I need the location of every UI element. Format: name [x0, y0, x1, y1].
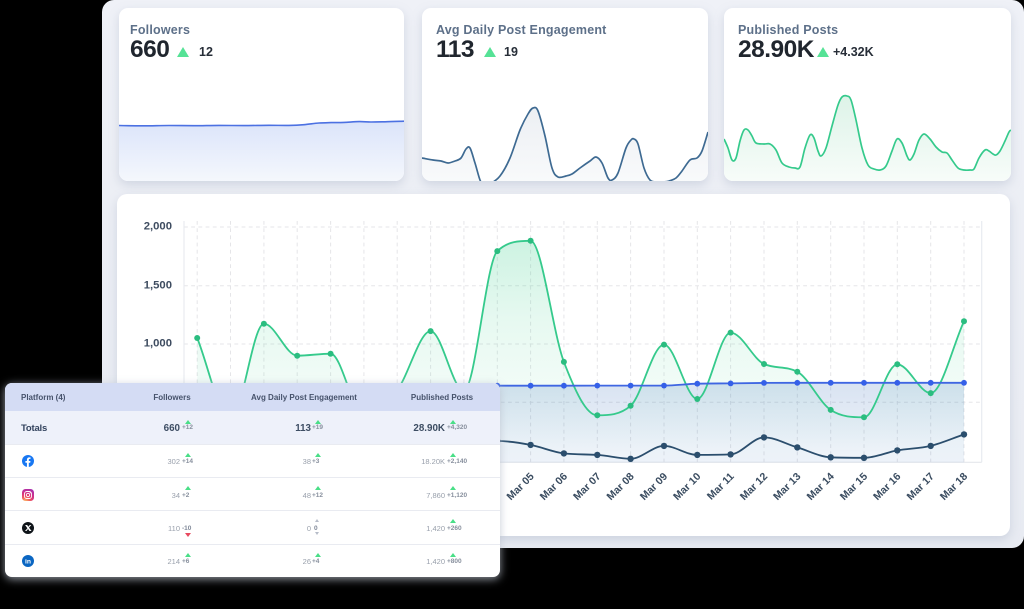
svg-text:Mar 18: Mar 18 — [938, 471, 970, 503]
svg-text:Mar 13: Mar 13 — [771, 471, 803, 503]
svg-text:1,500: 1,500 — [144, 279, 172, 291]
svg-text:Mar 11: Mar 11 — [705, 471, 737, 503]
svg-text:Mar 15: Mar 15 — [838, 471, 870, 503]
svg-text:Mar 12: Mar 12 — [738, 471, 770, 503]
svg-text:Mar 08: Mar 08 — [604, 471, 636, 503]
svg-text:Mar 10: Mar 10 — [671, 471, 703, 503]
svg-text:Mar 14: Mar 14 — [805, 471, 837, 503]
svg-text:in: in — [25, 559, 31, 566]
svg-text:2,000: 2,000 — [144, 221, 172, 233]
svg-text:Mar 17: Mar 17 — [905, 471, 937, 503]
svg-text:1,000: 1,000 — [144, 338, 172, 350]
svg-text:Mar 07: Mar 07 — [571, 471, 603, 503]
svg-text:Mar 09: Mar 09 — [638, 471, 670, 503]
svg-text:Mar 05: Mar 05 — [504, 471, 536, 503]
svg-text:Mar 16: Mar 16 — [871, 471, 903, 503]
svg-text:Mar 06: Mar 06 — [538, 471, 570, 503]
